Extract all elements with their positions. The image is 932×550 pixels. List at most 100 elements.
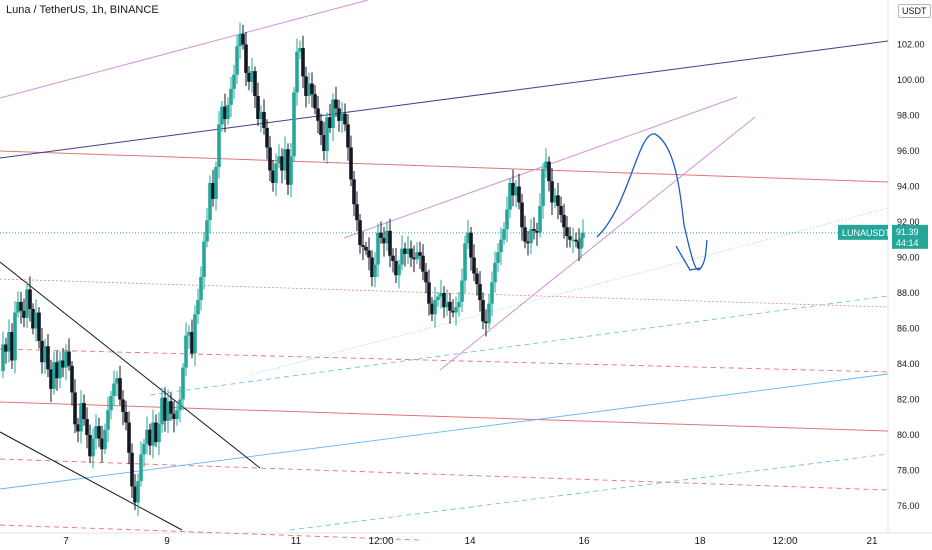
candle: [544, 148, 548, 179]
candle: [370, 250, 374, 287]
x-tick-label: 12:00: [368, 536, 393, 547]
candle-body: [43, 346, 47, 363]
candle-body: [328, 117, 332, 128]
candle: [388, 218, 392, 268]
candle: [106, 396, 110, 443]
candle: [133, 474, 137, 511]
candle: [229, 76, 233, 118]
candle: [343, 103, 347, 132]
candle-body: [112, 383, 116, 396]
candle-body: [40, 340, 44, 363]
candle-body: [304, 76, 308, 96]
candle: [442, 286, 446, 319]
candle-body: [55, 362, 59, 379]
candle-body: [547, 161, 551, 182]
currency-unit-label[interactable]: USDT: [898, 4, 931, 18]
candle: [340, 101, 344, 133]
candle: [94, 414, 98, 450]
candle: [13, 301, 17, 374]
candle: [148, 423, 152, 456]
candle-body: [208, 182, 212, 221]
projection-arrow: [596, 133, 708, 271]
candle: [454, 296, 458, 326]
candle: [562, 203, 566, 239]
candle: [520, 193, 524, 241]
candle: [472, 244, 476, 282]
candle: [579, 232, 583, 259]
candle: [103, 423, 107, 455]
candle-body: [418, 252, 422, 256]
candle-body: [448, 301, 452, 311]
candle-body: [241, 33, 245, 45]
candle-body: [337, 108, 341, 121]
symbol-title[interactable]: Luna / TetherUS, 1h, BINANCE: [6, 4, 159, 16]
candle-body: [220, 106, 224, 125]
candle-body: [1, 344, 5, 372]
candle: [193, 305, 197, 367]
candle-body: [265, 127, 269, 148]
candle-body: [579, 237, 583, 249]
x-tick-label: 18: [694, 536, 706, 547]
candle: [286, 143, 290, 195]
x-tick-label: 12:00: [772, 536, 797, 547]
candle-body: [247, 72, 251, 82]
candle: [403, 242, 407, 267]
candle-body: [406, 248, 410, 254]
candle-body: [430, 303, 434, 315]
last-price-value: 91.39: [896, 227, 919, 237]
candle: [307, 72, 311, 104]
candle-body: [136, 481, 140, 503]
candle: [268, 135, 272, 182]
candle: [7, 319, 11, 363]
candle: [271, 159, 275, 192]
candle-body: [214, 166, 218, 199]
candle-body: [238, 33, 242, 47]
candle: [532, 217, 536, 240]
candle: [406, 235, 410, 265]
candle: [85, 407, 89, 449]
trend-line: [0, 261, 261, 469]
x-tick-label: 7: [63, 536, 69, 547]
candle-body: [286, 149, 290, 185]
candle-body: [502, 229, 506, 240]
candle: [253, 66, 257, 109]
candle-body: [262, 111, 266, 128]
candle: [184, 322, 188, 377]
candle: [577, 228, 581, 262]
candle-body: [76, 424, 80, 432]
candle-body: [493, 262, 497, 283]
candle-body: [253, 71, 257, 96]
candle-body: [421, 255, 425, 272]
candle-body: [511, 182, 515, 196]
candle-body: [244, 44, 248, 73]
candle-body: [394, 261, 398, 276]
candle: [52, 351, 56, 395]
candle: [581, 219, 585, 248]
candle: [121, 390, 125, 426]
candle: [439, 279, 443, 309]
candle-body: [523, 227, 527, 242]
candle: [523, 215, 527, 249]
candle-body: [16, 301, 20, 313]
candle-body: [334, 99, 338, 109]
candle: [445, 289, 449, 316]
candle-body: [100, 438, 104, 450]
candle: [199, 266, 203, 311]
candle: [190, 319, 194, 359]
candle: [40, 327, 44, 374]
candle-body: [283, 149, 287, 171]
candle-body: [397, 264, 401, 276]
trend-line: [249, 207, 889, 376]
candle-body: [322, 135, 326, 151]
candle: [70, 360, 74, 406]
candle-body: [49, 369, 53, 389]
candle-body: [556, 195, 560, 207]
candle: [82, 394, 86, 426]
candle: [115, 370, 119, 397]
candle: [283, 136, 287, 180]
candle: [4, 337, 8, 364]
candle: [241, 24, 245, 50]
candle-body: [28, 289, 32, 309]
candle: [214, 161, 218, 211]
